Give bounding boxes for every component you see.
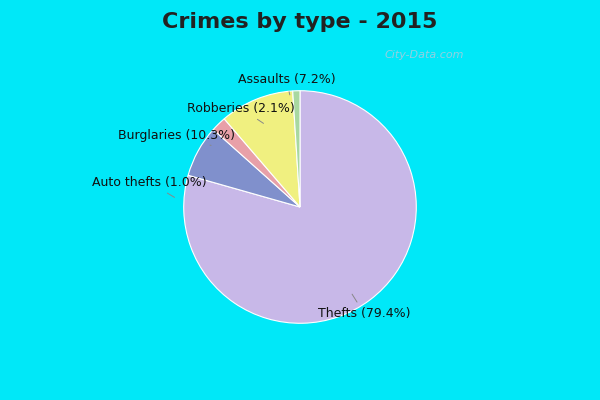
Text: Burglaries (10.3%): Burglaries (10.3%) — [118, 129, 235, 146]
Wedge shape — [213, 119, 300, 207]
Text: Auto thefts (1.0%): Auto thefts (1.0%) — [92, 176, 207, 197]
Text: Robberies (2.1%): Robberies (2.1%) — [187, 102, 295, 123]
Wedge shape — [188, 130, 300, 207]
Text: City-Data.com: City-Data.com — [385, 50, 464, 60]
Text: Assaults (7.2%): Assaults (7.2%) — [238, 73, 335, 95]
Wedge shape — [293, 91, 300, 207]
Text: Crimes by type - 2015: Crimes by type - 2015 — [163, 12, 437, 32]
Wedge shape — [184, 91, 416, 323]
Wedge shape — [224, 91, 300, 207]
Text: Thefts (79.4%): Thefts (79.4%) — [318, 294, 410, 320]
